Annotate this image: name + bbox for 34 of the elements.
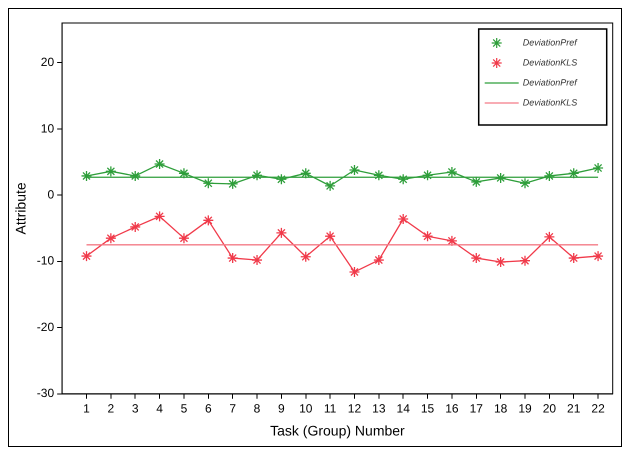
legend-label: DeviationPref	[522, 78, 578, 88]
legend-label: DeviationPref	[522, 38, 578, 48]
x-tick-label: 15	[420, 401, 435, 416]
x-tick-label: 18	[494, 401, 508, 416]
y-axis-title: Attribute	[12, 182, 28, 234]
legend-label: DeviationKLS	[522, 98, 578, 108]
x-tick-label: 12	[348, 401, 362, 416]
y-tick-label: 0	[47, 187, 54, 202]
x-axis-title: Task (Group) Number	[270, 422, 406, 438]
x-tick-label: 20	[542, 401, 556, 416]
y-tick-label: -30	[36, 386, 54, 400]
x-tick-label: 13	[372, 401, 386, 416]
x-tick-label: 6	[204, 401, 212, 416]
x-tick-label: 5	[180, 401, 188, 416]
x-tick-label: 19	[518, 401, 532, 416]
x-tick-label: 22	[591, 401, 606, 416]
y-tick-label: -20	[36, 320, 54, 334]
x-tick-label: 1	[83, 401, 90, 416]
x-tick-label: 2	[108, 401, 115, 416]
x-tick-label: 9	[278, 401, 286, 416]
y-tick-label: 20	[40, 55, 54, 70]
y-tick-label: -10	[36, 254, 54, 268]
x-tick-label: 16	[445, 401, 459, 416]
x-tick-label: 3	[132, 401, 139, 416]
x-tick-label: 21	[567, 401, 581, 416]
x-tick-label: 14	[396, 401, 410, 416]
x-tick-label: 11	[324, 401, 337, 416]
x-tick-label: 17	[470, 401, 484, 416]
x-tick-label: 4	[156, 401, 164, 416]
x-tick-label: 10	[299, 401, 313, 416]
x-tick-label: 8	[254, 401, 261, 416]
y-tick-label: 10	[40, 121, 54, 136]
x-tick-label: 7	[229, 401, 236, 416]
legend-label: DeviationKLS	[522, 58, 578, 68]
